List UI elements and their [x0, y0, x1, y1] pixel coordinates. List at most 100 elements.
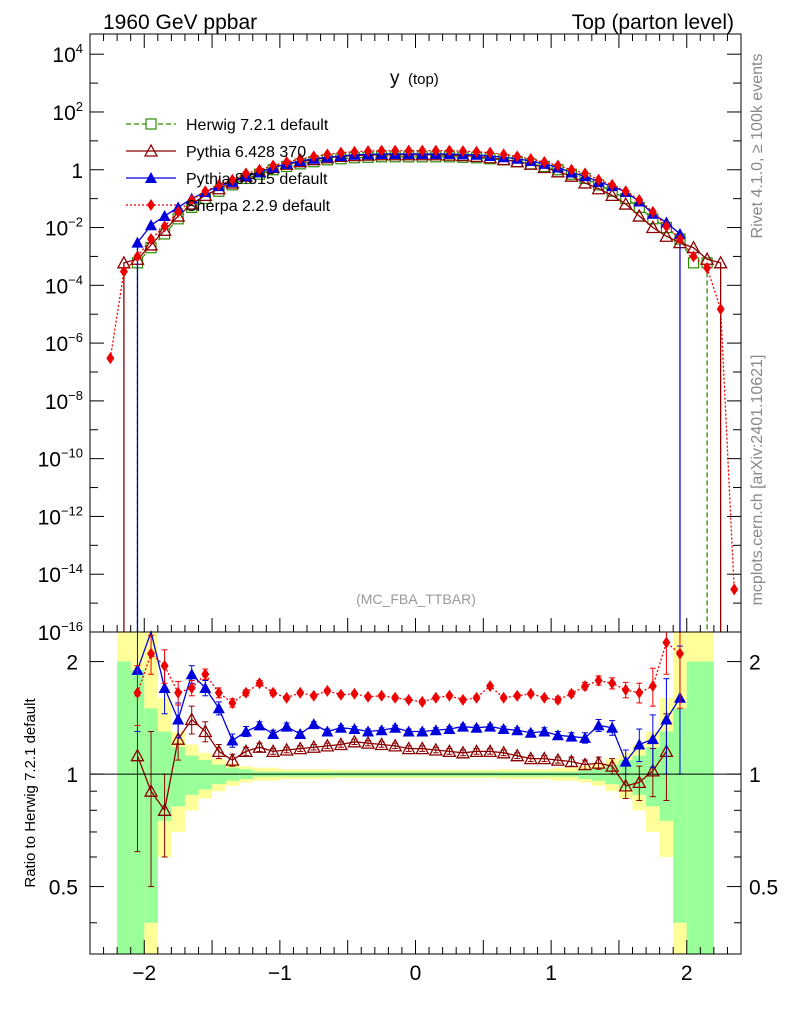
- ratio-point-pythia6: [550, 752, 566, 766]
- y-tick-exp: 2: [76, 99, 83, 114]
- point-sherpa: [431, 144, 440, 157]
- series-herwig: [131, 151, 713, 632]
- point-sherpa: [458, 145, 467, 158]
- ratio-point-pythia6: [388, 738, 403, 752]
- legend-marker-pythia8: [145, 172, 157, 183]
- ratio-point-pythia6: [605, 758, 620, 772]
- ratio-point-pythia6: [333, 737, 349, 751]
- ratio-point-pythia8: [158, 681, 171, 693]
- ratio-series-pythia8: [131, 629, 686, 775]
- ratio-point-sherpa: [594, 674, 603, 687]
- y-tick-label: 10−10: [38, 446, 83, 472]
- mcplots-label: mcplots.cern.ch [arXiv:2401.10621]: [749, 355, 766, 606]
- ratio-y-tick-label-right: 1: [749, 764, 761, 787]
- ratio-series-group: [130, 629, 686, 888]
- y-tick-exp: −14: [61, 561, 83, 576]
- point-pythia6: [171, 208, 186, 222]
- series-line-herwig: [136, 156, 708, 632]
- ratio-point-pythia6: [510, 748, 525, 762]
- ratio-point-sherpa: [228, 696, 237, 709]
- ratio-point-pythia6: [564, 754, 579, 768]
- ratio-point-pythia6: [496, 745, 511, 759]
- ratio-point-pythia8: [307, 718, 320, 730]
- ratio-point-pythia6: [577, 757, 593, 771]
- y-tick-base: 10: [45, 218, 68, 241]
- point-sherpa: [594, 173, 603, 186]
- ratio-point-sherpa: [309, 689, 318, 702]
- ratio-point-sherpa: [648, 680, 657, 693]
- point-sherpa: [214, 178, 223, 191]
- ratio-point-sherpa: [635, 686, 644, 699]
- ratio-point-pythia6: [238, 744, 254, 758]
- x-tick-label: 0: [410, 962, 422, 985]
- point-sherpa: [364, 145, 373, 158]
- y-tick-label: 1: [71, 160, 83, 183]
- point-sherpa: [418, 144, 427, 157]
- band-green: [673, 708, 687, 923]
- ratio-point-pythia6: [198, 724, 213, 738]
- point-sherpa: [540, 156, 549, 169]
- ratio-point-pythia6: [618, 778, 633, 792]
- point-sherpa: [350, 145, 359, 158]
- ratio-point-pythia6: [360, 735, 376, 749]
- legend-item-sherpa: Sherpa 2.2.9 default: [126, 198, 331, 215]
- series-pythia6: [116, 147, 728, 632]
- ratio-point-pythia6: [320, 738, 335, 752]
- ratio-point-pythia6: [401, 741, 416, 755]
- y-tick-exp: −12: [61, 503, 83, 518]
- ratio-point-sherpa: [662, 636, 671, 649]
- series-line-pythia6: [123, 154, 722, 632]
- ratio-y-tick-label: 0.5: [49, 877, 78, 900]
- ratio-point-pythia8: [484, 720, 497, 732]
- point-sherpa: [160, 220, 169, 233]
- x-tick-label: 2: [681, 962, 693, 985]
- ratio-point-pythia6: [645, 763, 660, 777]
- ratio-point-sherpa: [364, 690, 373, 703]
- x-tick-label: −1: [268, 962, 292, 985]
- ratio-point-pythia6: [415, 741, 430, 755]
- plot-title-main: y: [390, 68, 400, 89]
- ratio-point-sherpa: [499, 691, 508, 704]
- ratio-point-sherpa: [147, 647, 156, 660]
- main-axis-ticks: 104102110−210−410−610−810−1010−1210−1410…: [38, 41, 741, 645]
- ratio-point-sherpa: [445, 689, 454, 702]
- legend-marker-pythia6: [143, 143, 159, 157]
- ratio-point-sherpa: [323, 684, 332, 697]
- ratio-series-pythia6: [130, 695, 674, 888]
- ratio-series-sherpa: [133, 631, 684, 726]
- ratio-point-sherpa: [567, 687, 576, 700]
- ratio-point-pythia8: [633, 738, 646, 750]
- point-sherpa: [703, 261, 712, 274]
- ratio-point-pythia8: [334, 721, 347, 733]
- ratio-axis-ticks: 0.5 0.5 1 1 2 2: [49, 652, 778, 924]
- point-sherpa: [567, 163, 576, 176]
- ratio-point-pythia6: [279, 742, 294, 756]
- point-sherpa: [241, 167, 250, 180]
- ratio-point-pythia6: [632, 775, 647, 789]
- ratio-y-tick-label: 2: [66, 652, 78, 675]
- ratio-point-pythia8: [362, 725, 375, 737]
- point-sherpa: [404, 144, 413, 157]
- ratio-point-pythia6: [469, 744, 484, 758]
- ratio-point-pythia8: [239, 725, 252, 737]
- point-sherpa: [269, 159, 278, 172]
- point-pythia6: [632, 208, 647, 222]
- y-tick-exp: −16: [61, 619, 83, 634]
- point-sherpa: [689, 250, 698, 263]
- ratio-point-sherpa: [296, 686, 305, 699]
- band-green: [686, 661, 714, 954]
- legend: Herwig 7.2.1 default Pythia 6.428 370 Pyth…: [126, 117, 331, 215]
- ratio-point-sherpa: [133, 686, 142, 699]
- point-sherpa: [648, 205, 657, 218]
- y-tick-label: 10−2: [45, 215, 83, 241]
- point-sherpa: [608, 178, 617, 191]
- series-line-pythia8: [136, 153, 681, 632]
- ratio-point-pythia8: [280, 720, 293, 732]
- ratio-point-sherpa: [187, 681, 196, 694]
- point-pythia6: [659, 228, 674, 242]
- point-sherpa: [147, 233, 156, 246]
- ratio-point-pythia6: [293, 741, 308, 755]
- ratio-point-pythia6: [537, 751, 552, 765]
- legend-label-sherpa: Sherpa 2.2.9 default: [186, 198, 331, 215]
- ratio-point-pythia6: [591, 755, 606, 769]
